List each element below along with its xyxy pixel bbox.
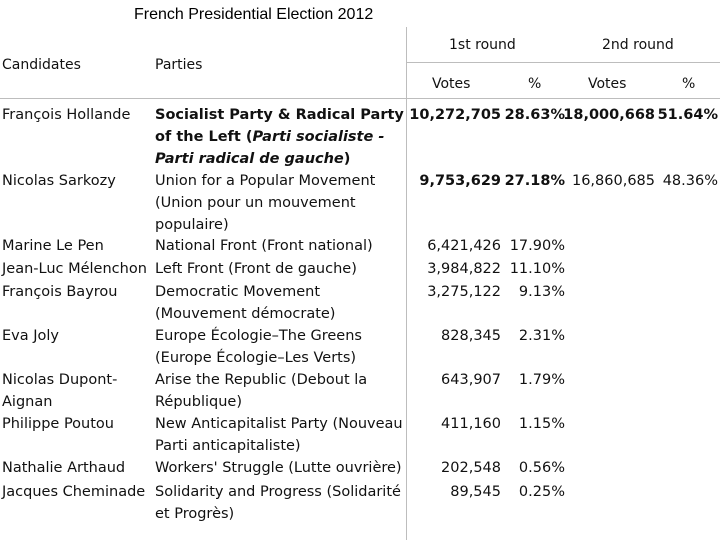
pct-round1: 17.90% — [509, 238, 565, 254]
votes-round1: 828,345 — [441, 328, 501, 344]
divider — [406, 27, 407, 540]
votes-round2: 18,000,668 — [563, 107, 655, 123]
pct-round2: 48.36% — [662, 173, 718, 189]
header-round2: 2nd round — [602, 37, 674, 53]
candidate-name: François Bayrou — [2, 284, 118, 300]
candidate-name: Nicolas Dupont-Aignan — [2, 372, 118, 410]
party-name: New Anticapitalist Party (Nouveau Parti … — [155, 416, 403, 454]
votes-round1: 9,753,629 — [419, 173, 501, 189]
header-pct-round1: % — [528, 76, 542, 92]
pct-round1: 2.31% — [518, 328, 565, 344]
header-pct-round2: % — [682, 76, 696, 92]
party-name: Europe Écologie–The Greens (Europe Écolo… — [155, 328, 362, 366]
pct-round1: 0.25% — [518, 484, 565, 500]
header-votes-round1: Votes — [432, 76, 471, 92]
votes-round1: 202,548 — [441, 460, 501, 476]
votes-round1: 3,275,122 — [427, 284, 501, 300]
header-votes-round2: Votes — [588, 76, 627, 92]
candidate-name: François Hollande — [2, 107, 131, 123]
votes-round1: 89,545 — [450, 484, 501, 500]
header-candidates: Candidates — [2, 57, 81, 73]
party-name: Arise the Republic (Debout la République… — [155, 372, 368, 410]
pct-round2: 51.64% — [657, 107, 718, 123]
header-round1: 1st round — [449, 37, 516, 53]
pct-round1: 1.79% — [518, 372, 565, 388]
candidate-name: Eva Joly — [2, 328, 59, 344]
votes-round1: 10,272,705 — [409, 107, 501, 123]
pct-round1: 1.15% — [518, 416, 565, 432]
votes-round1: 411,160 — [441, 416, 501, 432]
candidate-name: Marine Le Pen — [2, 238, 104, 254]
party-name: Democratic Movement (Mouvement démocrate… — [155, 284, 336, 322]
party-name: Solidarity and Progress (Solidarité et P… — [155, 484, 401, 522]
votes-round1: 6,421,426 — [427, 238, 501, 254]
pct-round1: 9.13% — [518, 284, 565, 300]
divider — [406, 62, 720, 63]
pct-round1: 28.63% — [504, 107, 565, 123]
candidate-name: Jean-Luc Mélenchon — [2, 261, 147, 277]
header-parties: Parties — [155, 57, 203, 73]
votes-round2: 16,860,685 — [571, 173, 655, 189]
candidate-name: Jacques Cheminade — [2, 484, 146, 500]
party-name: Union for a Popular Movement (Union pour… — [155, 173, 376, 233]
results-table: Candidates Parties 1st round 2nd round V… — [0, 27, 720, 540]
pct-round1: 0.56% — [518, 460, 565, 476]
votes-round1: 643,907 — [441, 372, 501, 388]
party-name: Socialist Party & Radical Party of the L… — [155, 107, 404, 167]
party-name: National Front (Front national) — [155, 238, 373, 254]
party-name: Workers' Struggle (Lutte ouvrière) — [155, 460, 402, 476]
candidate-name: Philippe Poutou — [2, 416, 114, 432]
divider — [0, 98, 720, 99]
pct-round1: 27.18% — [504, 173, 565, 189]
candidate-name: Nathalie Arthaud — [2, 460, 126, 476]
votes-round1: 3,984,822 — [427, 261, 501, 277]
candidate-name: Nicolas Sarkozy — [2, 173, 116, 189]
page-title: French Presidential Election 2012 — [134, 6, 374, 23]
pct-round1: 11.10% — [509, 261, 565, 277]
party-name: Left Front (Front de gauche) — [155, 261, 357, 277]
